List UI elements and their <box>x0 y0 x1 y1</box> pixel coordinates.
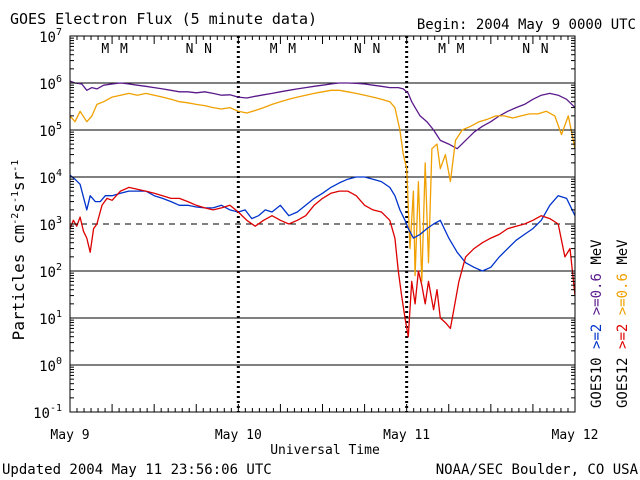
y-tick-label-8: 10-1 <box>33 403 62 422</box>
noon-marker-4: M <box>270 42 278 57</box>
x-axis-label: Universal Time <box>270 443 380 458</box>
chart-title: GOES Electron Flux (5 minute data) <box>10 10 317 28</box>
y-tick-labels: 107 106 105 104 103 102 101 100 10-1 <box>33 27 62 422</box>
y-tick-label-4: 103 <box>39 215 62 234</box>
noon-marker-9: M <box>457 42 465 57</box>
x-tick-labels: May 9 May 10 May 11 May 12 <box>50 428 598 443</box>
y-tick-label-0: 107 <box>39 27 62 46</box>
legend-entry: GOES10 <box>589 349 605 408</box>
legend-entry: >=0.6 <box>589 273 605 324</box>
noon-marker-8: M <box>438 42 446 57</box>
y-tick-label-2: 105 <box>39 121 62 140</box>
x-tick-label-1: May 10 <box>215 428 262 443</box>
y-tick-label-5: 102 <box>39 262 62 281</box>
y-tick-label-6: 101 <box>39 309 62 328</box>
footer-credit: NOAA/SEC Boulder, CO USA <box>436 462 639 478</box>
noon-marker-1: M <box>120 42 128 57</box>
noon-marker-3: N <box>204 42 212 57</box>
noon-marker-7: N <box>372 42 380 57</box>
series-line-1 <box>69 89 576 283</box>
series-line-2 <box>69 174 576 272</box>
plot-frame <box>69 35 576 413</box>
legend-entry: MeV <box>615 239 631 273</box>
y-axis-label: Particles cm-2s-1sr-1 <box>9 160 28 341</box>
noon-marker-2: N <box>186 42 194 57</box>
legend-entry: >=0.6 <box>615 273 631 324</box>
noon-marker-0: M <box>101 42 109 57</box>
legend-entry: >=2 <box>615 324 631 349</box>
x-tick-label-2: May 11 <box>383 428 430 443</box>
y-tick-label-3: 104 <box>39 168 62 187</box>
noon-marker-11: N <box>541 42 549 57</box>
data-series <box>69 80 576 338</box>
legend-column-0: GOES10 >=2 >=0.6 MeV <box>589 239 605 408</box>
x-tick-label-3: May 12 <box>552 428 599 443</box>
y-tick-label-1: 106 <box>39 74 62 93</box>
legend-entry: GOES12 <box>615 349 631 408</box>
begin-label: Begin: 2004 May 9 0000 UTC <box>417 17 636 33</box>
legend-entry: >=2 <box>589 324 605 349</box>
series-line-3 <box>69 186 576 338</box>
legend-entry: MeV <box>589 239 605 273</box>
y-tick-label-7: 100 <box>39 356 62 375</box>
series-line-0 <box>69 80 576 150</box>
footer-updated: Updated 2004 May 11 23:56:06 UTC <box>2 462 272 478</box>
noon-marker-5: M <box>288 42 296 57</box>
noon-marker-6: N <box>354 42 362 57</box>
grid-lines <box>70 36 575 412</box>
x-tick-label-0: May 9 <box>50 428 89 443</box>
noon-marker-10: N <box>522 42 530 57</box>
legend-column-1: GOES12 >=2 >=0.6 MeV <box>615 239 631 408</box>
